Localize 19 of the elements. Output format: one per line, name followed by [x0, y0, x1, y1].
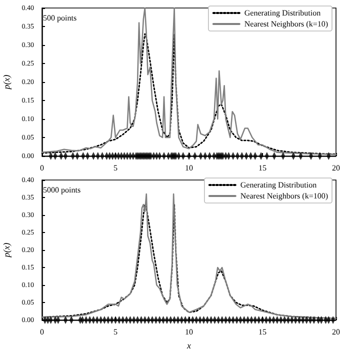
x-tick-label: 0 — [40, 328, 44, 336]
x-tick-label: 15 — [258, 328, 266, 336]
x-tick-label: 10 — [185, 328, 193, 336]
y-axis-title: p(x) — [1, 242, 12, 258]
x-tick-label: 5 — [114, 328, 118, 336]
annotation: 500 points — [43, 14, 77, 22]
legend-label: Nearest Neighbors (k=10) — [244, 20, 328, 28]
y-axis-title: p(x) — [1, 74, 12, 90]
x-tick-label: 10 — [185, 164, 193, 172]
annotation: 5000 points — [43, 186, 81, 194]
x-tick-label: 20 — [332, 328, 340, 336]
x-tick-label: 5 — [114, 164, 118, 172]
x-axis-title: x — [186, 340, 191, 350]
x-tick-label: 20 — [332, 164, 340, 172]
x-tick-label: 0 — [40, 164, 44, 172]
legend-label: Generating Distribution — [240, 180, 317, 190]
x-tick-label: 15 — [258, 164, 266, 172]
legend-label: Nearest Neighbors (k=100) — [240, 192, 328, 200]
legend-label: Generating Distribution — [244, 8, 321, 18]
